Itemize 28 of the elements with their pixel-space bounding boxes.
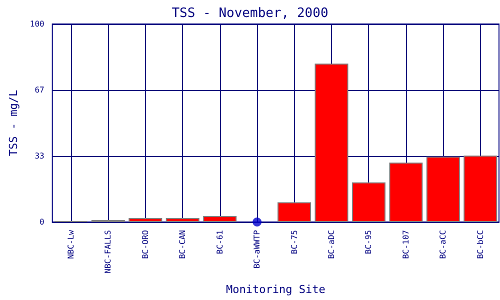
y-tick-label: 100 [30, 20, 45, 28]
x-tick-label: BC-aWWTP [252, 230, 262, 269]
y-tick-label: 0 [40, 218, 45, 226]
bar [166, 218, 200, 222]
bar [426, 156, 460, 222]
y-tick-label: 33 [34, 152, 45, 161]
x-tick-label: BC-CAN [178, 230, 188, 259]
x-tick-label: BC-aCC [438, 230, 448, 259]
bar [203, 216, 237, 222]
y-tick-label: 67 [34, 85, 45, 94]
bar [278, 202, 312, 222]
chart-title: TSS - November, 2000 [172, 6, 328, 21]
x-tick-label: BC-95 [364, 230, 374, 254]
bar [389, 162, 423, 222]
bar [352, 182, 386, 222]
bar [464, 156, 498, 222]
x-axis-title: Monitoring Site [226, 283, 326, 296]
x-tick-label: BC-61 [215, 230, 224, 254]
x-tick-label: BC-ORO [140, 230, 150, 259]
x-tick-label: NBC-FALLS [104, 230, 113, 274]
x-tick-label: NBC-Lw [66, 230, 76, 259]
y-axis-title: TSS - mg/L [7, 90, 20, 156]
x-tick-label: BC-75 [290, 230, 299, 254]
bar [314, 64, 348, 222]
bar [128, 218, 162, 222]
x-tick-label: BC-107 [401, 230, 410, 259]
x-tick-label: BC-bCC [476, 230, 485, 259]
x-tick-label: BC-aDC [327, 230, 336, 259]
